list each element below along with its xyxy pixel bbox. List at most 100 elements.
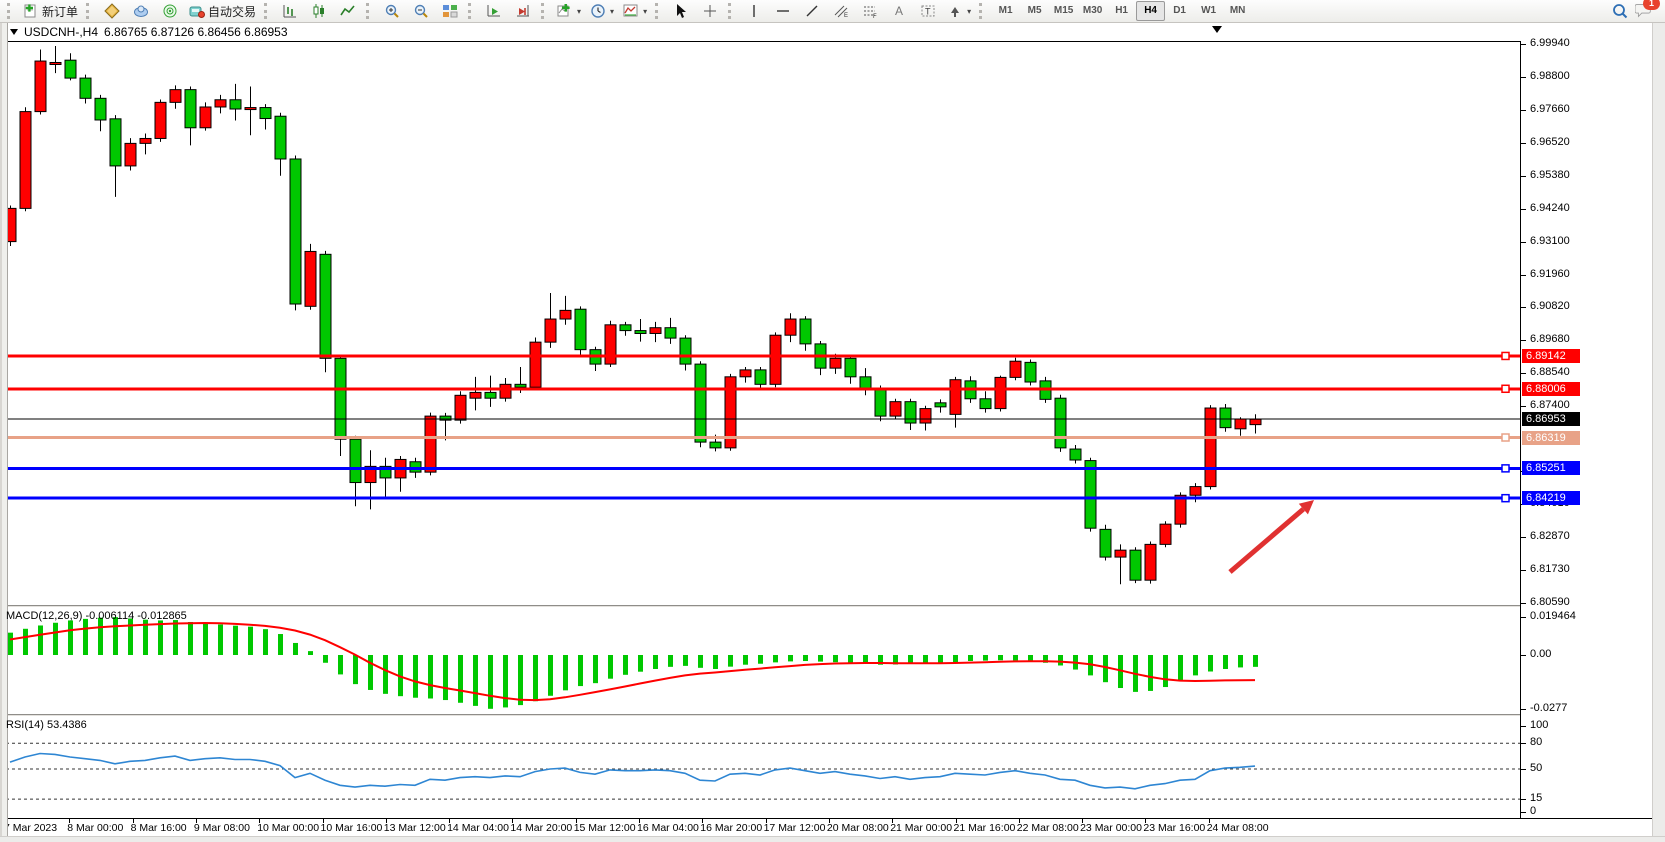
channel-tool-button[interactable]: E	[827, 0, 855, 22]
candlestick-chart-button[interactable]	[305, 0, 333, 22]
fibonacci-tool-button[interactable]: F	[856, 0, 884, 22]
tile-windows-button[interactable]	[436, 0, 464, 22]
price-level-badge: 6.85251	[1522, 461, 1580, 476]
autotrading-button[interactable]: 自动交易	[185, 0, 260, 22]
timeframe-button-m30[interactable]: M30	[1082, 5, 1103, 16]
vertical-line-tool-button[interactable]	[740, 0, 768, 22]
time-tick-mark	[575, 819, 577, 823]
axis-tick-label: 6.81730	[1530, 563, 1570, 576]
indicators-button[interactable]: ▾	[553, 0, 585, 22]
time-axis-label: 22 Mar 08:00	[1016, 822, 1079, 834]
market-watch-button[interactable]	[98, 0, 126, 22]
timeframe-button-mn[interactable]: MN	[1229, 5, 1246, 16]
timeframe-button-m15[interactable]: M15	[1053, 5, 1074, 16]
axis-tick-label: 6.91960	[1530, 267, 1570, 280]
time-axis-label: 16 Mar 20:00	[700, 822, 763, 834]
svg-text:A: A	[895, 4, 903, 18]
main-chart-pane[interactable]	[0, 41, 1520, 605]
toolbar-grip[interactable]	[7, 3, 15, 19]
cursor-tool-button[interactable]	[667, 0, 695, 22]
window-right-edge	[1652, 23, 1665, 842]
time-tick-mark	[1082, 819, 1084, 823]
macd-label: MACD(12,26,9) -0.006114 -0.012865	[6, 610, 187, 622]
text-icon: A	[891, 3, 907, 19]
time-axis-label: 14 Mar 20:00	[510, 822, 573, 834]
timeframe-button-w1[interactable]: W1	[1201, 5, 1217, 16]
axis-tick-mark	[1521, 799, 1526, 801]
rsi-pane[interactable]	[0, 717, 1520, 818]
indicators-caret[interactable]: ▾	[577, 6, 582, 16]
chart-shift-icon	[515, 3, 531, 19]
time-axis-label: 23 Mar 16:00	[1143, 822, 1206, 834]
axis-tick-label: 0.00	[1530, 648, 1552, 660]
collapse-caret-icon[interactable]	[10, 29, 18, 35]
time-axis-label: 8 Mar 16:00	[130, 822, 187, 834]
time-tick-mark	[512, 819, 514, 823]
axis-tick-mark	[1521, 373, 1526, 375]
trendline-tool-button[interactable]	[798, 0, 826, 22]
zoom-in-button[interactable]	[378, 0, 406, 22]
data-window-button[interactable]	[127, 0, 155, 22]
chart-shift-button[interactable]	[509, 0, 537, 22]
rsi-pane-splitter[interactable]	[0, 714, 1665, 717]
timeframe-button-d1[interactable]: D1	[1173, 5, 1186, 16]
time-tick-mark	[195, 819, 197, 823]
new-order-button[interactable]: 新订单	[19, 0, 82, 22]
axis-tick-label: 0.019464	[1530, 610, 1576, 623]
price-level-badge: 6.89142	[1522, 348, 1580, 363]
auto-scroll-button[interactable]	[480, 0, 508, 22]
time-axis-label: 7 Mar 2023	[4, 822, 58, 834]
horizontal-line-tool-button[interactable]	[769, 0, 797, 22]
axis-tick-label: 6.99940	[1530, 37, 1570, 49]
time-tick-mark	[259, 819, 261, 823]
line-chart-button[interactable]	[334, 0, 362, 22]
macd-pane[interactable]	[0, 608, 1520, 714]
axis-tick-mark	[1521, 109, 1526, 111]
price-level-badge: 6.86319	[1522, 430, 1580, 445]
timeframe-button-h1[interactable]: H1	[1115, 5, 1128, 16]
new-order-icon	[23, 3, 39, 19]
time-tick-mark	[1145, 819, 1147, 823]
time-axis[interactable]: 7 Mar 2023 8 Mar 00:00 8 Mar 16:00 9 Mar 08…	[0, 818, 1652, 836]
arrows-caret[interactable]: ▾	[967, 6, 972, 16]
toolbar-separator	[468, 3, 476, 19]
market-watch-icon	[104, 3, 120, 19]
text-tool-button[interactable]: A	[885, 0, 913, 22]
svg-text:E: E	[844, 13, 848, 19]
time-tick-mark	[132, 819, 134, 823]
time-axis-label: 14 Mar 04:00	[447, 822, 509, 834]
navigator-button[interactable]	[156, 0, 184, 22]
time-tick-mark	[385, 819, 387, 823]
templates-button[interactable]: ▾	[619, 0, 651, 22]
time-tick-mark	[1208, 819, 1210, 823]
arrows-tool-button[interactable]: ▾	[943, 0, 975, 22]
macd-pane-splitter[interactable]	[0, 605, 1665, 608]
axis-tick-label: 6.93100	[1530, 234, 1570, 247]
time-tick-mark	[449, 819, 451, 823]
templates-caret[interactable]: ▾	[643, 6, 648, 16]
timeframe-button-m1[interactable]: M1	[998, 5, 1013, 16]
time-tick-mark	[765, 819, 767, 823]
bar-chart-button[interactable]	[276, 0, 304, 22]
bar-chart-icon	[282, 3, 298, 19]
periods-caret[interactable]: ▾	[610, 6, 615, 16]
price-axis[interactable]: 6.99940 6.98800 6.97660 6.96520 6.95380 6.942…	[1520, 37, 1653, 836]
timeframe-button-h4[interactable]: H4	[1136, 1, 1166, 21]
axis-tick-mark	[1521, 570, 1526, 572]
axis-tick-mark	[1521, 537, 1526, 539]
axis-tick-mark	[1521, 142, 1526, 144]
text-label-tool-button[interactable]: T	[914, 0, 942, 22]
svg-text:F: F	[873, 14, 877, 19]
crosshair-tool-button[interactable]	[696, 0, 724, 22]
toolbar-separator	[264, 3, 272, 19]
search-icon[interactable]	[1611, 2, 1629, 20]
zoom-out-button[interactable]	[407, 0, 435, 22]
time-tick-mark	[1018, 819, 1020, 823]
axis-tick-mark	[1521, 708, 1526, 710]
axis-tick-label: 6.98800	[1530, 69, 1570, 82]
notifications-button[interactable]: 1	[1635, 0, 1660, 20]
timeframe-button-m5[interactable]: M5	[1027, 5, 1042, 16]
chart-shift-marker-icon[interactable]	[1212, 26, 1222, 33]
periods-button[interactable]: ▾	[586, 0, 618, 22]
